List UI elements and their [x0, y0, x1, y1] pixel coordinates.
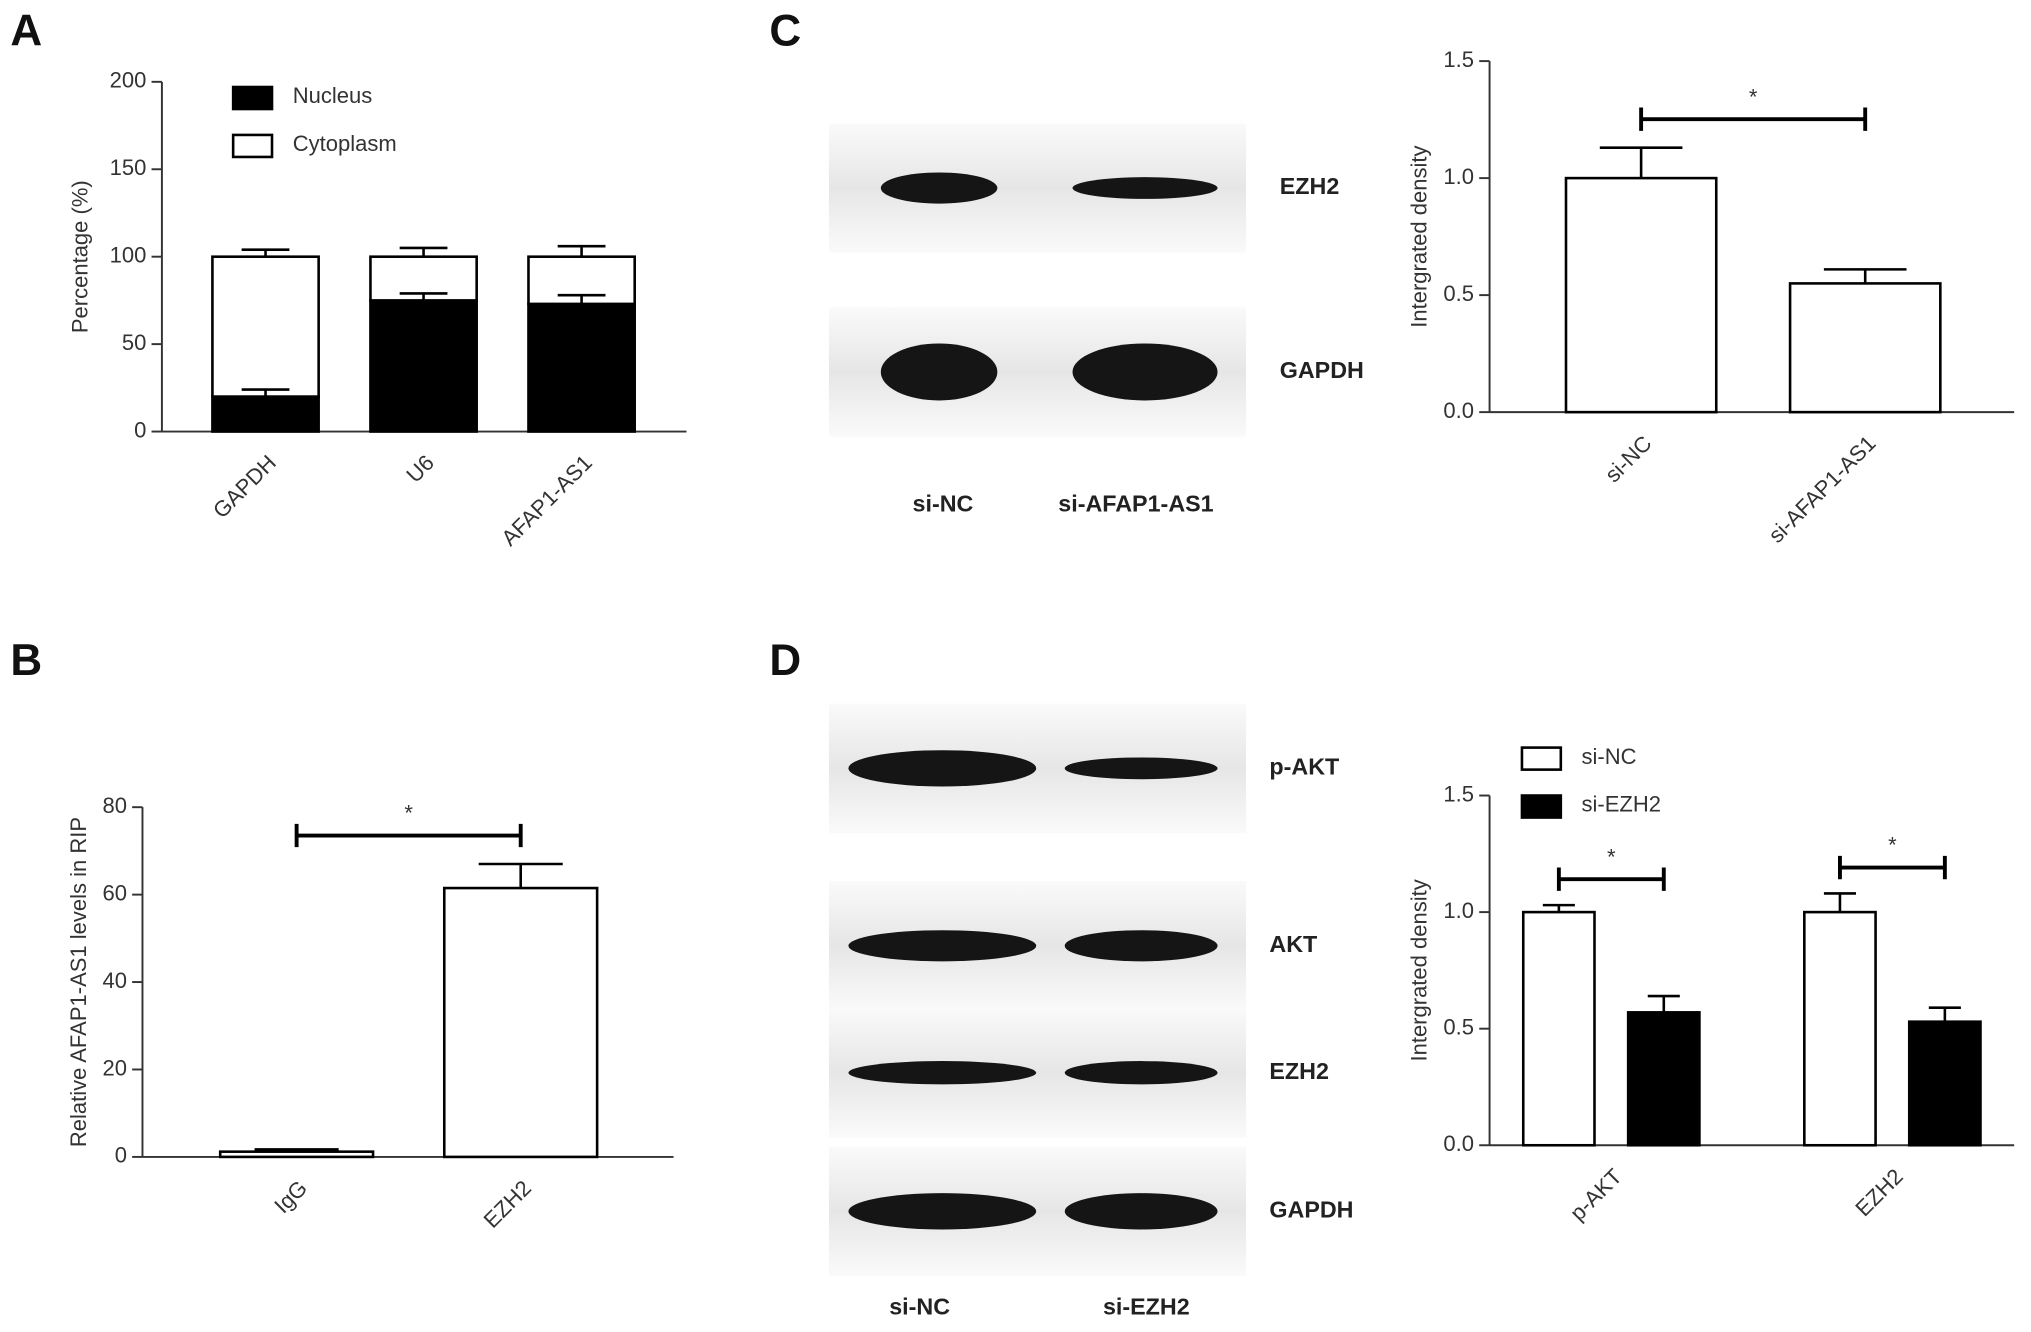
error-bar	[478, 862, 563, 889]
bar	[442, 886, 599, 1159]
error-bar	[557, 293, 606, 304]
legend-swatch	[1520, 746, 1563, 771]
band-label: EZH2	[1280, 173, 1340, 199]
error-bar	[1928, 1006, 1961, 1022]
blot-band	[1072, 177, 1218, 199]
legend-label: Cytoplasm	[293, 131, 397, 156]
y-tick-label: 200	[110, 68, 147, 93]
error-bar	[241, 388, 290, 397]
y-tick-label: 0	[115, 1143, 127, 1168]
y-tick-label: 0.0	[1443, 1131, 1474, 1156]
y-tick-label: 1.0	[1443, 164, 1474, 189]
band-label: p-AKT	[1269, 753, 1339, 779]
y-tick-label: 0.0	[1443, 398, 1474, 423]
y-tick-label: 20	[102, 1055, 126, 1080]
band-label: AKT	[1269, 931, 1317, 957]
lane-label: si-EZH2	[1103, 1294, 1190, 1320]
blot-band	[1064, 930, 1218, 962]
blot-band	[1064, 1061, 1218, 1085]
y-tick-label: 0	[134, 417, 146, 442]
blot-band	[848, 1193, 1037, 1230]
significance-bracket	[1838, 855, 1947, 880]
panel-label: C	[769, 7, 801, 56]
bar	[1907, 1020, 1982, 1147]
y-tick-label: 0.5	[1443, 281, 1474, 306]
panel-label: A	[10, 7, 42, 56]
bar	[211, 255, 320, 398]
y-tick-label: 0.5	[1443, 1014, 1474, 1039]
error-bar	[254, 1148, 339, 1152]
error-bar	[399, 246, 448, 257]
significance-bracket	[1556, 867, 1666, 891]
lane-label: si-NC	[889, 1294, 950, 1320]
bar	[1564, 176, 1718, 414]
bar	[1521, 910, 1596, 1147]
bar	[1788, 282, 1942, 414]
error-bar	[1823, 892, 1856, 913]
bar	[527, 302, 636, 433]
blot-band	[848, 930, 1037, 962]
y-tick-label: 50	[122, 330, 146, 355]
significance-label: *	[1888, 833, 1897, 858]
y-tick-label: 150	[110, 155, 147, 180]
legend-label: si-NC	[1582, 744, 1637, 769]
panel-label: B	[10, 636, 42, 685]
blot-band	[1064, 1193, 1218, 1230]
y-axis-label: Percentage (%)	[67, 180, 92, 333]
legend-swatch	[1520, 794, 1563, 819]
bar	[1803, 910, 1877, 1147]
blot-band	[848, 750, 1037, 787]
y-tick-label: 40	[102, 968, 126, 993]
significance-bracket	[294, 823, 523, 848]
y-axis-label: Relative AFAP1-AS1 levels in RIP	[66, 817, 91, 1147]
legend-label: si-EZH2	[1582, 792, 1661, 817]
legend-label: Nucleus	[293, 83, 372, 108]
y-tick-label: 1.5	[1443, 47, 1474, 72]
bar	[369, 299, 478, 433]
band-label: GAPDH	[1280, 357, 1364, 383]
y-tick-label: 1.0	[1443, 898, 1474, 923]
lane-label: si-AFAP1-AS1	[1058, 491, 1213, 517]
error-bar	[1542, 903, 1575, 913]
bar	[218, 1150, 375, 1159]
blot-band	[1064, 757, 1218, 780]
band-label: GAPDH	[1269, 1196, 1353, 1222]
y-axis-label: Intergrated density	[1407, 879, 1432, 1061]
significance-label: *	[1607, 844, 1616, 869]
lane-label: si-NC	[913, 491, 974, 517]
panel-label: D	[769, 636, 801, 685]
error-bar	[1823, 268, 1907, 284]
significance-label: *	[404, 801, 413, 826]
bar	[1626, 1011, 1701, 1147]
y-tick-label: 60	[102, 880, 126, 905]
blot-band	[1072, 343, 1218, 401]
significance-bracket	[1639, 107, 1868, 131]
y-tick-label: 100	[110, 243, 147, 268]
blot-band	[880, 343, 998, 401]
band-label: EZH2	[1269, 1058, 1329, 1084]
error-bar	[1647, 994, 1680, 1013]
significance-label: *	[1749, 84, 1758, 109]
blot-band	[880, 172, 998, 204]
error-bar	[399, 292, 448, 301]
y-tick-label: 1.5	[1443, 781, 1474, 806]
error-bar	[557, 244, 606, 257]
y-axis-label: Intergrated density	[1407, 145, 1432, 327]
blot-band	[848, 1061, 1037, 1085]
bar	[211, 395, 320, 433]
error-bar	[241, 248, 290, 257]
error-bar	[1599, 146, 1683, 179]
legend-swatch	[231, 133, 274, 159]
legend-swatch	[231, 85, 274, 111]
y-tick-label: 80	[102, 793, 126, 818]
